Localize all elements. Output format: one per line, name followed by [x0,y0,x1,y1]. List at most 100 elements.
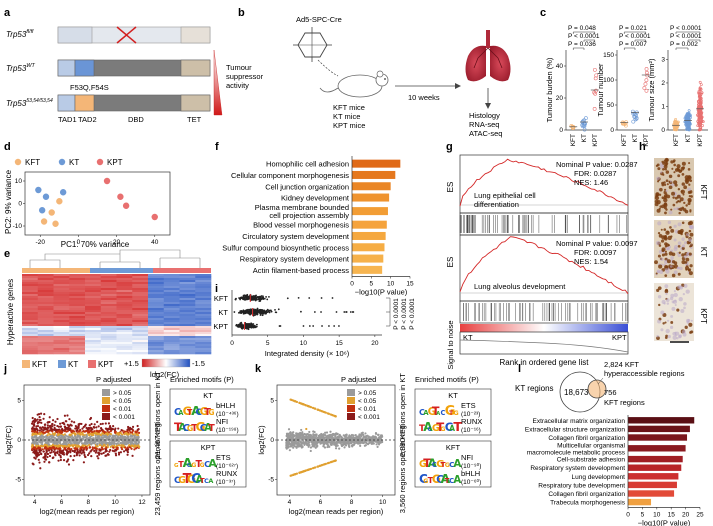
ma-point [128,444,131,447]
i-point [255,323,258,326]
panel-letter-l: l [518,363,521,375]
ma-point [113,439,116,442]
motif-logo-letter: C [449,477,454,485]
i-point [312,325,315,327]
ma-point [38,449,41,452]
c-tick: 2 [661,80,665,87]
motif-logo-letter: T [174,420,182,434]
c-tick: 40 [556,63,564,70]
ma-point [294,445,297,448]
ma-point [111,435,115,438]
ma-point [111,427,114,431]
ma-point [334,447,338,450]
pca-xtick: 20 [113,239,121,246]
gradient-label-3: activity [226,81,249,90]
ma-point [68,418,71,421]
c-point [685,114,689,118]
ma-point [132,437,135,440]
ma-point [70,447,73,451]
c-point [644,88,649,93]
activity-gradient-triangle [213,49,223,116]
i-point [242,296,245,299]
i-point [246,327,249,330]
i-group-label: KFT [214,294,229,303]
ma-point [360,441,364,444]
ma-point [30,445,34,448]
ma-point [46,437,50,440]
motif-logo-letter: C [204,478,209,485]
ma-point [47,443,50,446]
ma-point [32,441,35,444]
i-point [321,325,323,327]
c-point [697,89,701,93]
readout-histology: Histology [469,111,500,120]
i-pval: P < 0.0001 [401,298,408,330]
ma-open-bottom: 23,459 regions open in KPT [153,422,162,515]
c-point [699,83,703,86]
ma-point [296,443,299,446]
i-point [239,325,241,328]
motif-pval: (10⁻⁹⁰) [461,462,481,470]
c-point [701,124,704,127]
ma-point [93,449,96,452]
ma-point [285,432,289,435]
venn-hyper-label-1: 2,824 KFT [604,360,639,369]
c-point [688,121,692,125]
c-point [697,91,701,95]
i-point [264,310,267,313]
ma-ytick: 0 [17,437,21,444]
ma-point [137,431,141,434]
ma-point [40,435,44,439]
ma-point [97,453,101,456]
c-point [687,115,691,119]
ma-point [287,434,290,437]
ma-point [108,425,112,428]
ma-point [49,424,52,427]
ma-point [95,429,98,432]
ma-point [377,439,380,442]
i-point [255,313,258,316]
i-point [308,325,311,327]
l-xtick: 10 [653,511,661,518]
ma-point [74,444,77,447]
panel-letter-a: a [4,7,11,19]
ma-point [117,453,121,456]
venn-hyper-label-2: hyperaccessible regions [604,369,685,378]
i-point [351,311,354,313]
ma-point [131,442,134,445]
motif-box [414,388,492,436]
ma-point [376,440,379,444]
ma-point [31,426,34,429]
ma-point [81,432,84,435]
ma-point [34,448,37,451]
ma-point [38,416,41,419]
ma-point [300,433,303,436]
panel-h: KFT KT KPT [654,157,708,343]
pca-ytick: 10 [15,178,23,185]
ma-point [69,451,72,454]
ma-point [133,445,136,449]
ma-point [375,443,378,446]
ma-point [112,440,115,443]
motif-logo-letter: T [453,419,462,434]
motif-logo-letter: C [436,474,444,486]
ma-point [377,433,380,436]
motif-name: bHLH [461,469,480,478]
f-term-label: Actin filament-based process [253,266,350,275]
c-tick: 0 [661,127,665,134]
f-bar [352,265,383,274]
allele-fl-tad [57,26,93,44]
c-point [699,99,703,103]
ma-point [35,442,39,446]
ma-point [330,443,333,447]
i-xtick: 5 [266,340,270,347]
ma-point [102,451,105,455]
i-point [261,314,264,317]
ma-point [322,442,325,445]
ma-point [297,437,300,440]
pca-xtick: 0 [77,239,81,246]
ma-point [116,435,119,438]
c-point [699,112,703,116]
c-point [674,128,678,132]
c-group-label: KPT [643,134,650,147]
